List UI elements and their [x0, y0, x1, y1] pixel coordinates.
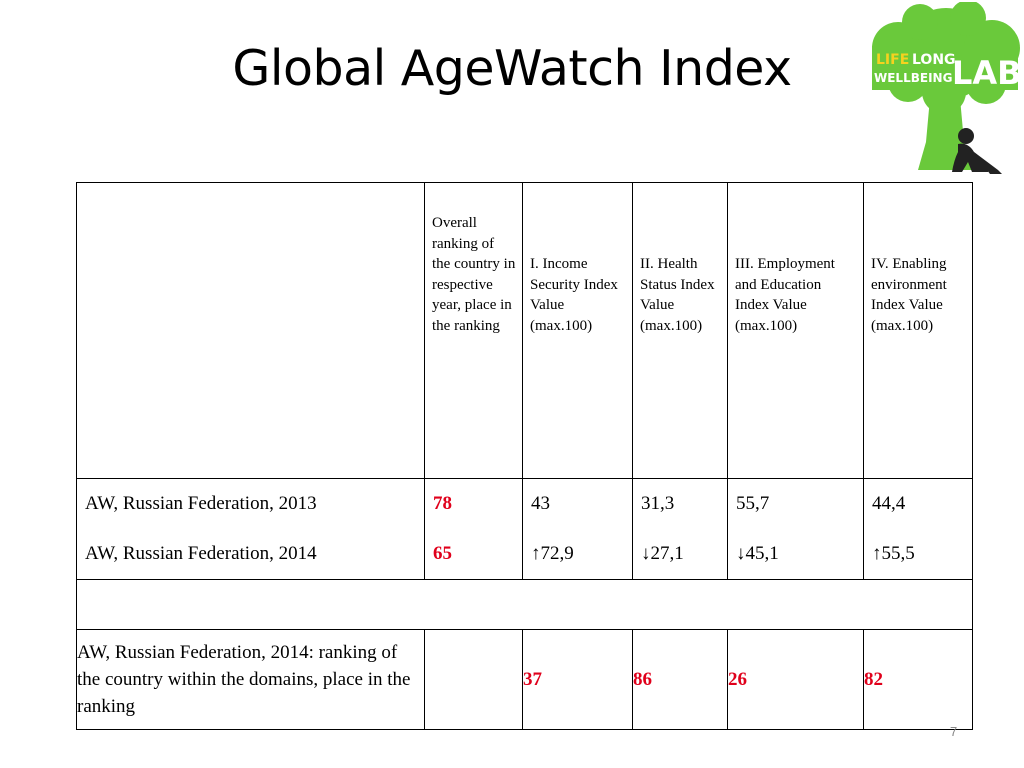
header-employment-education: III. Employment and Education Index Valu…: [727, 182, 864, 479]
environment-cell: 44,4 ↑55,5: [863, 478, 973, 580]
header-cell-blank: [76, 182, 425, 479]
tree-person-logo-icon: LIFE LONG WELLBEING LAB: [872, 0, 1022, 174]
header-income-security: I. Income Security Index Value (max.100): [522, 182, 633, 479]
employment-2014: ↓45,1: [736, 543, 779, 564]
income-2013: 43: [531, 493, 550, 514]
domain-ranking-label: AW, Russian Federation, 2014: ranking of…: [76, 629, 425, 730]
environment-2014: ↑55,5: [872, 543, 915, 564]
header-enabling-environment: IV. Enabling environment Index Value (ma…: [863, 182, 973, 479]
empty-spacer-cell: [76, 579, 973, 630]
header-overall-ranking: Overall ranking of the country in respec…: [424, 182, 523, 479]
agewatch-table: Overall ranking of the country in respec…: [76, 182, 973, 730]
header-health-status: II. Health Status Index Value (max.100): [632, 182, 728, 479]
health-2014: ↓27,1: [641, 543, 684, 564]
domain-employment-rank: 26: [728, 668, 747, 690]
overall-cell: 78 65: [424, 478, 523, 580]
domain-overall-blank: [424, 629, 523, 730]
domain-environment-rank: 82: [864, 668, 883, 690]
employment-cell: 55,7 ↓45,1: [727, 478, 864, 580]
slide-title: Global AgeWatch Index: [232, 40, 792, 97]
page-number: 7: [950, 724, 958, 739]
table-header-row: Overall ranking of the country in respec…: [76, 182, 973, 479]
health-cell: 31,3 ↓27,1: [632, 478, 728, 580]
row-label-2013: AW, Russian Federation, 2013: [85, 493, 317, 514]
income-2014: ↑72,9: [531, 543, 574, 564]
lifelong-wellbeing-lab-logo: LIFE LONG WELLBEING LAB: [868, 0, 1022, 178]
health-2013: 31,3: [641, 493, 675, 514]
row-labels-cell: AW, Russian Federation, 2013 AW, Russian…: [76, 478, 425, 580]
domain-health-rank: 86: [633, 668, 652, 690]
overall-2013: 78: [433, 493, 452, 514]
logo-text-wellbeing: WELLBEING: [874, 71, 952, 85]
environment-2013: 44,4: [872, 493, 906, 514]
income-cell: 43 ↑72,9: [522, 478, 633, 580]
table-row-years: AW, Russian Federation, 2013 AW, Russian…: [76, 478, 973, 580]
logo-text-life: LIFE: [876, 52, 909, 68]
table-row-domain-ranking: AW, Russian Federation, 2014: ranking of…: [76, 629, 973, 730]
domain-income-rank: 37: [523, 668, 542, 690]
overall-2014: 65: [433, 543, 452, 564]
logo-text-lab: LAB: [952, 54, 1022, 92]
employment-2013: 55,7: [736, 493, 770, 514]
table-row-empty: [76, 579, 973, 630]
logo-text-long: LONG: [912, 52, 956, 68]
row-label-2014: AW, Russian Federation, 2014: [85, 543, 317, 564]
